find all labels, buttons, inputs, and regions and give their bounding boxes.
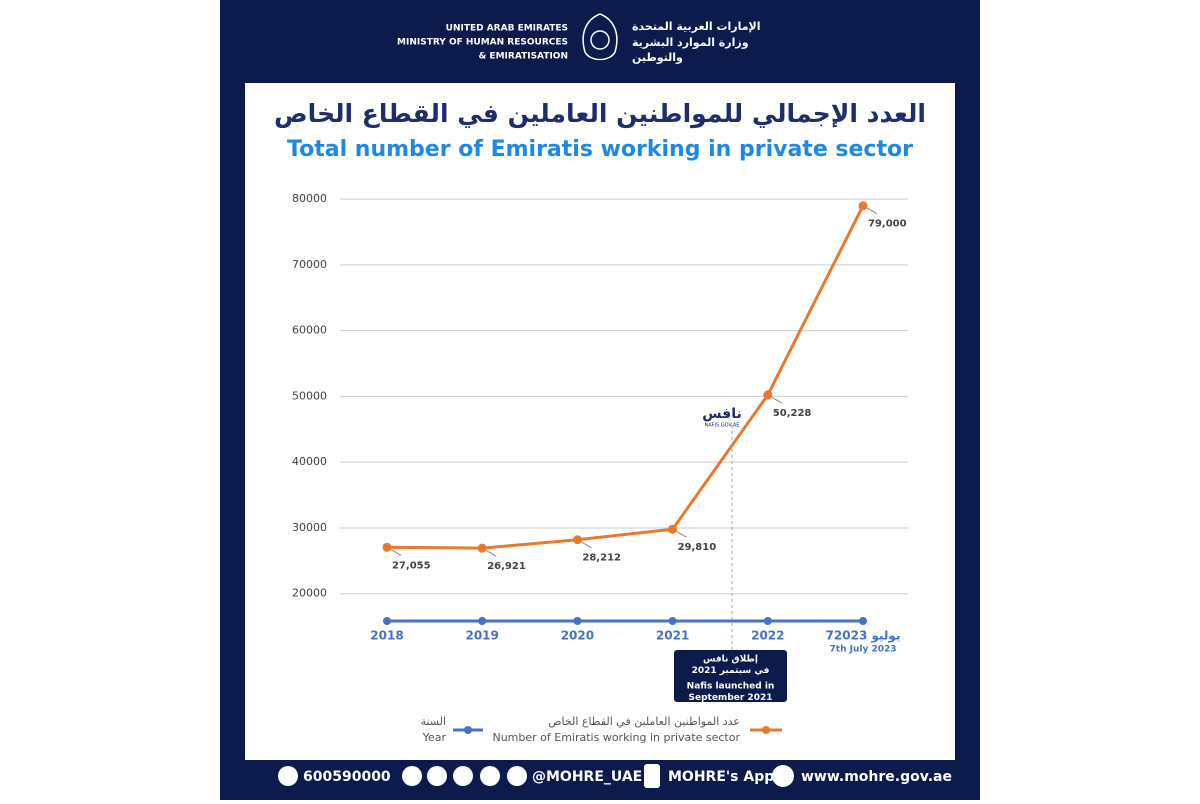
data-label: 79,000 — [868, 219, 907, 230]
x-tick-label: 2020 — [561, 629, 594, 643]
chart-subtitle: Total number of Emiratis working in priv… — [287, 137, 913, 162]
timeline-dot — [383, 617, 391, 625]
chart-title: العدد الإجمالي للمواطنين العاملين في الق… — [274, 99, 926, 129]
social-icon — [402, 766, 422, 786]
series-line — [386, 205, 865, 550]
footer-website: www.mohre.gov.ae — [801, 769, 952, 785]
header-en: UNITED ARAB EMIRATES — [446, 24, 568, 34]
x-tick-label: 2021 — [656, 629, 689, 643]
legend-swatch-dot — [762, 726, 770, 734]
header: UNITED ARAB EMIRATES MINISTRY OF HUMAN R… — [397, 20, 760, 64]
footer: 600590000 @MOHRE_UAE MOHRE's App www.moh… — [278, 764, 952, 788]
footer-app: MOHRE's App — [668, 769, 774, 785]
legend-label: السنة — [421, 715, 446, 728]
x-tick-label: 2019 — [465, 629, 498, 643]
plot: 20000 30000 40000 50000 60000 70000 80000 2018 2… — [292, 192, 908, 744]
data-point — [382, 542, 392, 552]
timeline-dot — [573, 617, 582, 625]
annotation-box — [674, 650, 787, 702]
annotation-text: في سبتمبر 2021 — [692, 666, 770, 676]
legend-label: Year — [422, 731, 447, 744]
data-point — [763, 390, 773, 400]
header-ar: الإمارات العربية المتحدة — [632, 20, 761, 33]
annotation-text: September 2021 — [689, 693, 773, 703]
legend-label: عدد المواطنين العاملين في القطاع الخاص — [548, 715, 740, 728]
x-tick-sublabel: 7th July 2023 — [830, 645, 897, 655]
annotation-text: Nafis launched in — [687, 682, 775, 692]
data-label: 27,055 — [392, 560, 431, 571]
social-icon — [507, 766, 527, 786]
y-tick-label: 20000 — [292, 587, 327, 600]
social-icon — [480, 766, 500, 786]
y-tick-label: 30000 — [292, 521, 327, 534]
y-tick-label: 70000 — [292, 258, 327, 271]
data-label: 29,810 — [678, 542, 717, 553]
data-label: 26,921 — [487, 561, 526, 572]
footer-phone: 600590000 — [303, 769, 391, 785]
social-icon — [427, 766, 447, 786]
data-point — [668, 524, 678, 534]
legend-swatch-dot — [464, 726, 472, 734]
phone-icon — [278, 766, 298, 786]
y-tick-label: 60000 — [292, 324, 327, 337]
social-icon — [453, 766, 473, 786]
header-en: & EMIRATISATION — [478, 52, 568, 62]
timeline-dot — [478, 617, 487, 625]
x-tick-label: 2018 — [370, 629, 403, 643]
y-tick-label: 50000 — [292, 389, 327, 402]
data-point — [477, 543, 487, 553]
timeline-dot — [859, 617, 867, 625]
header-en: MINISTRY OF HUMAN RESOURCES — [397, 38, 568, 48]
annotation-text: إطلاق نافس — [703, 655, 758, 665]
data-label: 28,212 — [582, 553, 621, 564]
timeline-dot — [668, 617, 677, 625]
annotation-logo-url: NAFIS.GOV.AE — [705, 423, 740, 429]
footer-social: @MOHRE_UAE — [532, 769, 642, 785]
timeline-dot — [763, 617, 772, 625]
x-tick-label: 7يوليو 2023 — [826, 629, 901, 644]
emblem — [582, 13, 618, 61]
legend-label: Number of Emiratis working in private se… — [492, 731, 740, 744]
y-tick-label: 40000 — [292, 455, 327, 468]
header-ar: وزارة الموارد البشرية — [632, 36, 749, 49]
annotation-logo: نافس — [702, 406, 741, 422]
web-icon — [772, 765, 794, 787]
app-icon — [644, 764, 660, 788]
header-ar: والتوطين — [632, 51, 683, 64]
data-point — [572, 535, 582, 545]
panel — [245, 83, 955, 760]
data-point — [858, 201, 868, 211]
y-tick-label: 80000 — [292, 192, 327, 205]
data-label: 50,228 — [773, 408, 812, 419]
x-tick-label: 2022 — [751, 629, 784, 643]
